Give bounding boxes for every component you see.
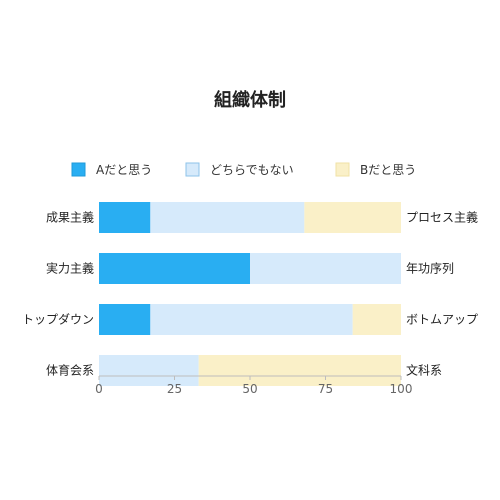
bar-segment-4-3 bbox=[198, 355, 401, 386]
bar-segment-3-1 bbox=[99, 304, 151, 335]
legend-label-2: どちらでもない bbox=[210, 163, 294, 177]
legend-label-1: Aだと思う bbox=[96, 163, 152, 177]
category-label-right-4: 文科系 bbox=[406, 363, 442, 378]
category-label-left-4: 体育会系 bbox=[46, 363, 94, 378]
category-label-left-3: トップダウン bbox=[22, 312, 94, 327]
bar-segment-2-2 bbox=[250, 253, 401, 284]
category-label-right-1: プロセス主義 bbox=[406, 210, 478, 225]
legend-label-3: Bだと思う bbox=[360, 163, 416, 177]
x-tick-label-5: 100 bbox=[390, 382, 413, 396]
bar-segment-3-2 bbox=[150, 304, 353, 335]
bar-segment-1-1 bbox=[99, 202, 151, 233]
legend-swatch-2 bbox=[185, 162, 200, 177]
category-label-right-3: ボトムアップ bbox=[406, 313, 478, 327]
chart-title: 組織体制 bbox=[214, 89, 286, 111]
category-label-left-1: 成果主義 bbox=[46, 210, 94, 225]
legend-swatch-3 bbox=[335, 162, 350, 177]
x-tick-label-3: 50 bbox=[242, 382, 257, 396]
bar-segment-4-2 bbox=[99, 355, 199, 386]
bar-segment-1-2 bbox=[150, 202, 305, 233]
category-label-right-2: 年功序列 bbox=[406, 261, 454, 276]
bar-segment-3-3 bbox=[352, 304, 401, 335]
legend: Aだと思う どちらでもない Bだと思う bbox=[71, 162, 416, 177]
x-axis: 0 25 50 75 100 bbox=[95, 375, 413, 396]
bar-segment-2-1 bbox=[99, 253, 250, 284]
x-tick-label-1: 0 bbox=[95, 382, 103, 396]
x-tick-label-2: 25 bbox=[167, 382, 182, 396]
bar-segment-1-3 bbox=[304, 202, 401, 233]
legend-swatch-1 bbox=[71, 162, 86, 177]
x-tick-label-4: 75 bbox=[318, 382, 333, 396]
category-label-left-2: 実力主義 bbox=[46, 261, 94, 276]
bars-group bbox=[99, 202, 401, 386]
